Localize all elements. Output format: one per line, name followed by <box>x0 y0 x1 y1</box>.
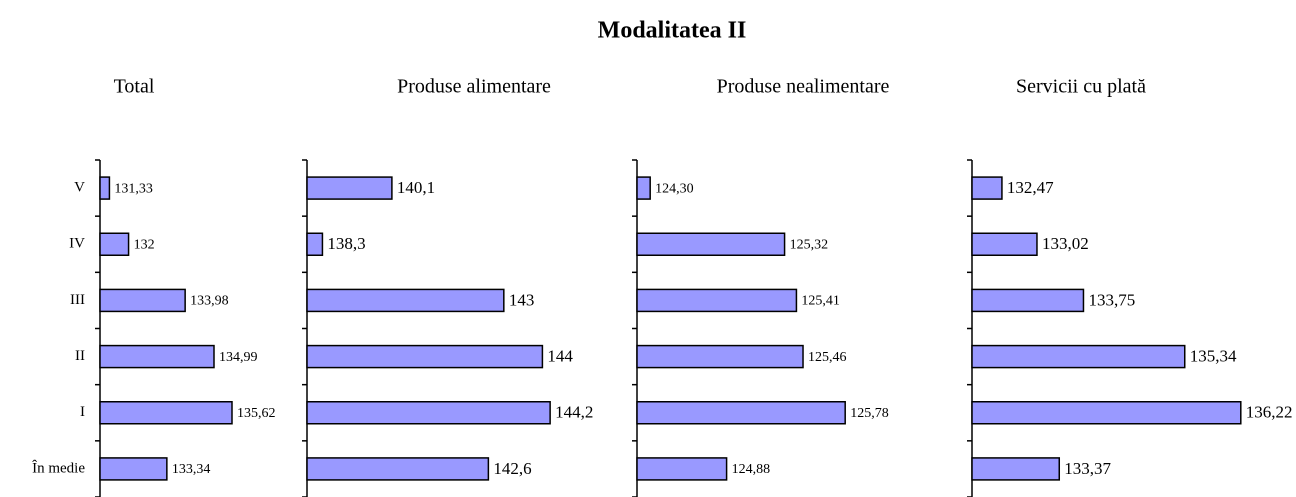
data-label: 133,34 <box>172 462 211 477</box>
bar <box>99 232 130 256</box>
chart-title: Modalitatea II <box>598 18 747 44</box>
bar <box>306 344 544 369</box>
data-label: 133,98 <box>190 294 229 309</box>
bar <box>971 344 1186 369</box>
data-label: 124,30 <box>655 181 694 196</box>
subplot-title: Total <box>114 76 155 98</box>
subplot-title: Produse nealimentare <box>717 76 890 98</box>
y-tick-label: I <box>80 404 85 420</box>
data-label: 125,32 <box>790 237 829 252</box>
data-label: 135,62 <box>237 406 276 421</box>
bar <box>636 176 651 200</box>
bar <box>636 288 798 313</box>
bar <box>971 232 1038 256</box>
y-tick-label: În medie <box>32 459 85 476</box>
data-label: 135,34 <box>1190 346 1237 365</box>
y-tick-label: II <box>75 348 85 364</box>
data-label: 144,2 <box>555 403 593 422</box>
data-label: 133,02 <box>1042 234 1089 253</box>
bar <box>636 401 846 425</box>
bar <box>99 344 215 369</box>
data-label: 140,1 <box>397 178 435 197</box>
y-tick-label: IV <box>69 236 85 252</box>
bar <box>971 288 1085 313</box>
bar <box>971 401 1242 425</box>
bar <box>306 288 505 313</box>
bar <box>99 401 233 425</box>
y-tick-label: III <box>70 292 85 308</box>
data-label: 143 <box>509 290 535 309</box>
bar <box>99 288 186 313</box>
bar <box>306 176 393 200</box>
bar <box>971 457 1061 481</box>
y-tick-label: V <box>74 180 85 196</box>
data-label: 142,6 <box>493 459 531 478</box>
subplot-title: Produse alimentare <box>397 76 551 98</box>
data-label: 125,46 <box>808 350 847 365</box>
data-label: 125,41 <box>801 294 840 309</box>
data-label: 144 <box>547 346 573 365</box>
bar <box>99 457 168 481</box>
data-label: 136,22 <box>1246 403 1293 422</box>
bar <box>971 176 1003 200</box>
bar <box>636 232 786 256</box>
data-label: 133,75 <box>1088 290 1135 309</box>
data-label: 132 <box>134 237 155 252</box>
data-label: 133,37 <box>1064 459 1111 478</box>
bar <box>636 344 804 369</box>
bar <box>306 401 551 425</box>
data-label: 125,78 <box>850 406 889 421</box>
bar <box>99 176 111 200</box>
bar <box>306 457 490 481</box>
data-label: 124,88 <box>732 462 771 477</box>
data-label: 134,99 <box>219 350 258 365</box>
data-label: 131,33 <box>114 181 153 196</box>
subplot-title: Servicii cu plată <box>1016 76 1146 98</box>
bar <box>306 232 324 256</box>
bar <box>636 457 728 481</box>
data-label: 138,3 <box>327 234 365 253</box>
data-label: 132,47 <box>1007 178 1054 197</box>
